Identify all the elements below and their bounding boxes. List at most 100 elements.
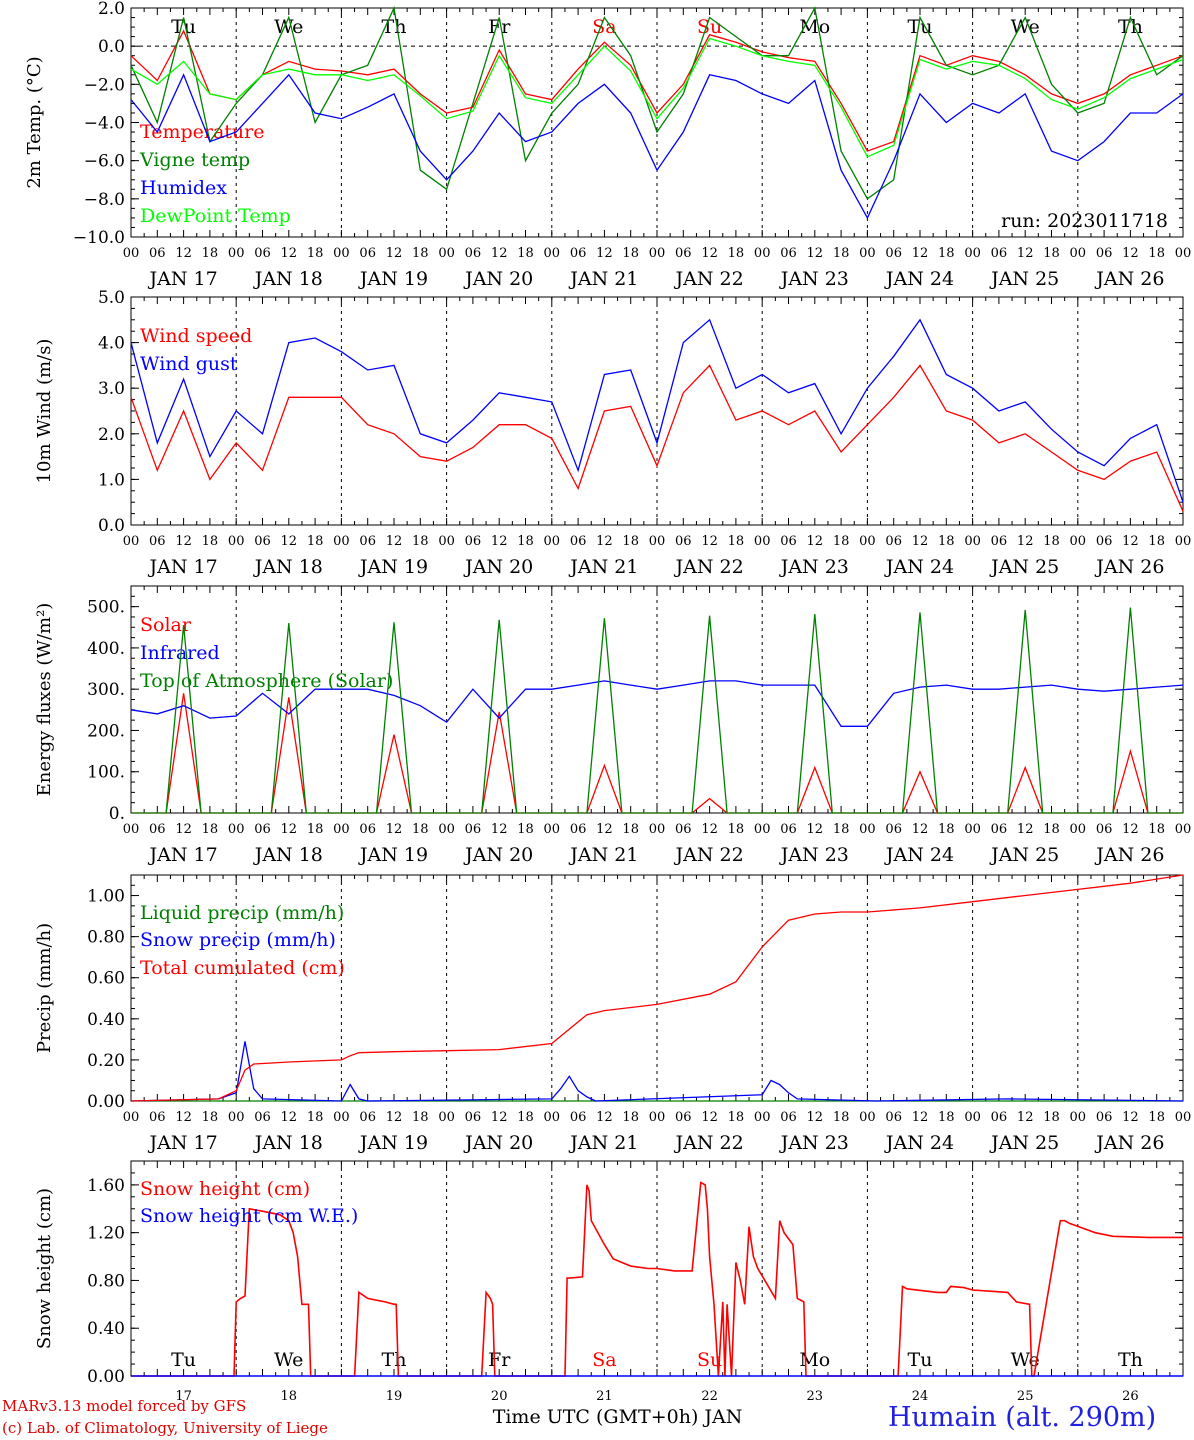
hour-label: 00 [1175,534,1192,549]
hour-label: 06 [991,534,1008,549]
hour-label: 06 [570,534,587,549]
date-label: JAN 17 [148,844,218,866]
date-label: JAN 21 [568,268,638,290]
hour-label: 12 [386,1110,403,1125]
hour-label: 18 [833,1110,850,1125]
y-tick-label: 0.0 [98,516,125,536]
date-label: JAN 22 [674,1132,744,1154]
y-tick-label: 500. [87,598,125,618]
legend-entry: Liquid precip (mm/h) [140,902,344,924]
hour-label: 06 [780,1110,797,1125]
hour-label: 06 [359,1110,376,1125]
date-label: JAN 19 [358,556,428,578]
hour-label: 00 [754,1110,771,1125]
hour-label: 18 [517,246,534,261]
y-axis-label: 2m Temp. (°C) [24,56,45,188]
hour-label: 18 [517,822,534,837]
hour-label: 00 [228,246,245,261]
hour-label: 18 [938,822,955,837]
date-label: JAN 22 [674,844,744,866]
hour-label: 06 [149,246,166,261]
hour-label: 12 [912,246,929,261]
hour-label: 06 [675,1110,692,1125]
y-tick-label: 2.0 [98,0,125,19]
y-tick-label: 0.20 [87,1051,125,1071]
legend-entry: Humidex [140,177,227,199]
hour-label: 06 [1096,246,1113,261]
hour-label: 06 [149,822,166,837]
y-tick-label: 0.80 [87,928,125,948]
weekday-label: Th [1118,1349,1143,1371]
hour-label: 00 [754,534,771,549]
weekday-label: Fr [488,1349,511,1371]
hour-label: 18 [1148,246,1165,261]
y-tick-label: −10.0 [73,228,125,248]
day-number-label: 19 [386,1389,403,1404]
hour-label: 18 [938,534,955,549]
hour-label: 18 [202,822,219,837]
station-label: Humain (alt. 290m) [888,1402,1157,1433]
series-line-top-of-atmosphere-solar- [131,607,1183,814]
date-label: JAN 23 [779,268,849,290]
legend-entry: Snow height (cm W.E.) [140,1205,358,1227]
hour-label: 12 [1122,822,1139,837]
hour-label: 06 [465,534,482,549]
weekday-label: Fr [488,16,511,38]
date-label: JAN 23 [779,844,849,866]
hour-label: 12 [1017,534,1034,549]
hour-label: 00 [1175,822,1192,837]
hour-label: 12 [912,822,929,837]
hour-label: 18 [202,246,219,261]
legend-entry: Wind gust [140,353,238,375]
date-label: JAN 20 [463,556,533,578]
date-label: JAN 24 [884,1132,954,1154]
y-axis-label: Precip (mm/h) [34,923,55,1053]
hour-label: 12 [807,1110,824,1125]
hour-label: 06 [991,1110,1008,1125]
hour-label: 12 [281,1110,298,1125]
weekday-label: Tu [908,16,933,38]
credit-line-2: (c) Lab. of Climatology, University of L… [2,1419,328,1437]
weekday-label: We [1011,16,1040,38]
hour-label: 18 [517,1110,534,1125]
date-label: JAN 20 [463,1132,533,1154]
hour-label: 00 [333,246,350,261]
hour-label: 12 [491,246,508,261]
hour-label: 06 [254,246,271,261]
hour-label: 00 [859,822,876,837]
hour-label: 06 [885,534,902,549]
hour-label: 06 [359,246,376,261]
date-label: JAN 21 [568,844,638,866]
hour-label: 12 [701,246,718,261]
day-number-label: 23 [807,1389,824,1404]
hour-label: 18 [938,246,955,261]
hour-label: 18 [1148,1110,1165,1125]
legend-entry: Snow height (cm) [140,1178,310,1200]
weekday-label: We [1011,1349,1040,1371]
hour-label: 18 [1043,822,1060,837]
hour-label: 00 [544,246,561,261]
y-tick-label: 0.40 [87,1319,125,1339]
series-line-snow-precip-mm-h- [130,1041,1184,1102]
hour-label: 12 [701,822,718,837]
y-tick-label: 0. [109,804,125,824]
series-line-humidex [130,73,1184,220]
y-tick-label: 100. [87,763,125,783]
date-label: JAN 24 [884,556,954,578]
hour-label: 06 [570,1110,587,1125]
hour-label: 12 [912,1110,929,1125]
y-tick-label: 5.0 [98,288,125,308]
date-label: JAN 25 [989,268,1059,290]
hour-label: 12 [175,246,192,261]
hour-label: 18 [202,534,219,549]
hour-label: 06 [780,534,797,549]
legend-entry: Infrared [140,642,220,664]
hour-label: 00 [228,534,245,549]
hour-label: 00 [333,534,350,549]
hour-label: 00 [544,822,561,837]
hour-label: 06 [465,1110,482,1125]
hour-label: 00 [438,1110,455,1125]
hour-label: 00 [964,246,981,261]
hour-label: 00 [754,246,771,261]
